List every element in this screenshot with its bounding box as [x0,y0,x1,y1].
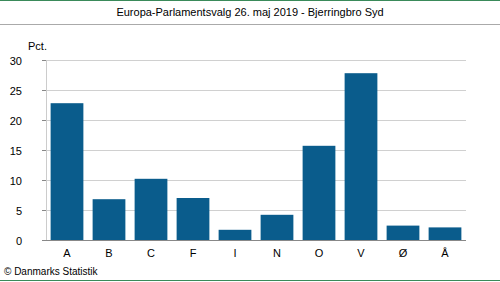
y-tick-label: 0 [16,235,22,247]
x-tick-label: N [273,247,281,259]
y-tick [42,150,46,151]
x-tick-label: C [147,247,155,259]
bar [219,230,252,240]
bottom-border [0,280,500,281]
chart-container: Europa-Parlamentsvalg 26. maj 2019 - Bje… [0,0,500,282]
bars [51,73,462,240]
grid-line [46,180,466,181]
y-tick [42,210,46,211]
x-tick-label: A [63,247,71,259]
grid-line [46,150,466,151]
title: Europa-Parlamentsvalg 26. maj 2019 - Bje… [116,6,383,18]
x-tick-label: B [105,247,112,259]
y-tick-label: 30 [10,55,22,67]
bar [135,179,168,240]
x-tick-label: O [315,247,324,259]
bar [51,103,84,240]
y-tick-label: 15 [10,145,22,157]
x-tick-label: Å [441,247,449,259]
bar [345,73,378,240]
bar [261,215,294,240]
y-axis-label: Pct. [28,40,47,52]
bar [429,227,462,240]
chart-svg: Europa-Parlamentsvalg 26. maj 2019 - Bje… [0,0,500,282]
y-tick [42,120,46,121]
bar [303,146,336,240]
y-tick [42,180,46,181]
x-axis-line [46,240,466,241]
title-divider [0,24,500,25]
y-tick [42,240,46,241]
y-tick-label: 5 [16,205,22,217]
y-tick [42,90,46,91]
grid-line [46,90,466,91]
x-tick-label: V [357,247,365,259]
bar [177,198,210,240]
x-tick-label: Ø [399,247,408,259]
bar [93,199,126,240]
grid-line [46,60,466,61]
bar [387,226,420,240]
x-tick-label: I [233,247,236,259]
x-tick-label: F [190,247,197,259]
y-tick-label: 25 [10,85,22,97]
y-tick [42,60,46,61]
top-border [0,0,500,1]
grid-line [46,120,466,121]
source: © Danmarks Statistik [4,266,99,277]
y-tick-label: 20 [10,115,22,127]
y-tick-label: 10 [10,175,22,187]
grid-line [46,240,466,241]
y-axis-line [46,60,47,240]
